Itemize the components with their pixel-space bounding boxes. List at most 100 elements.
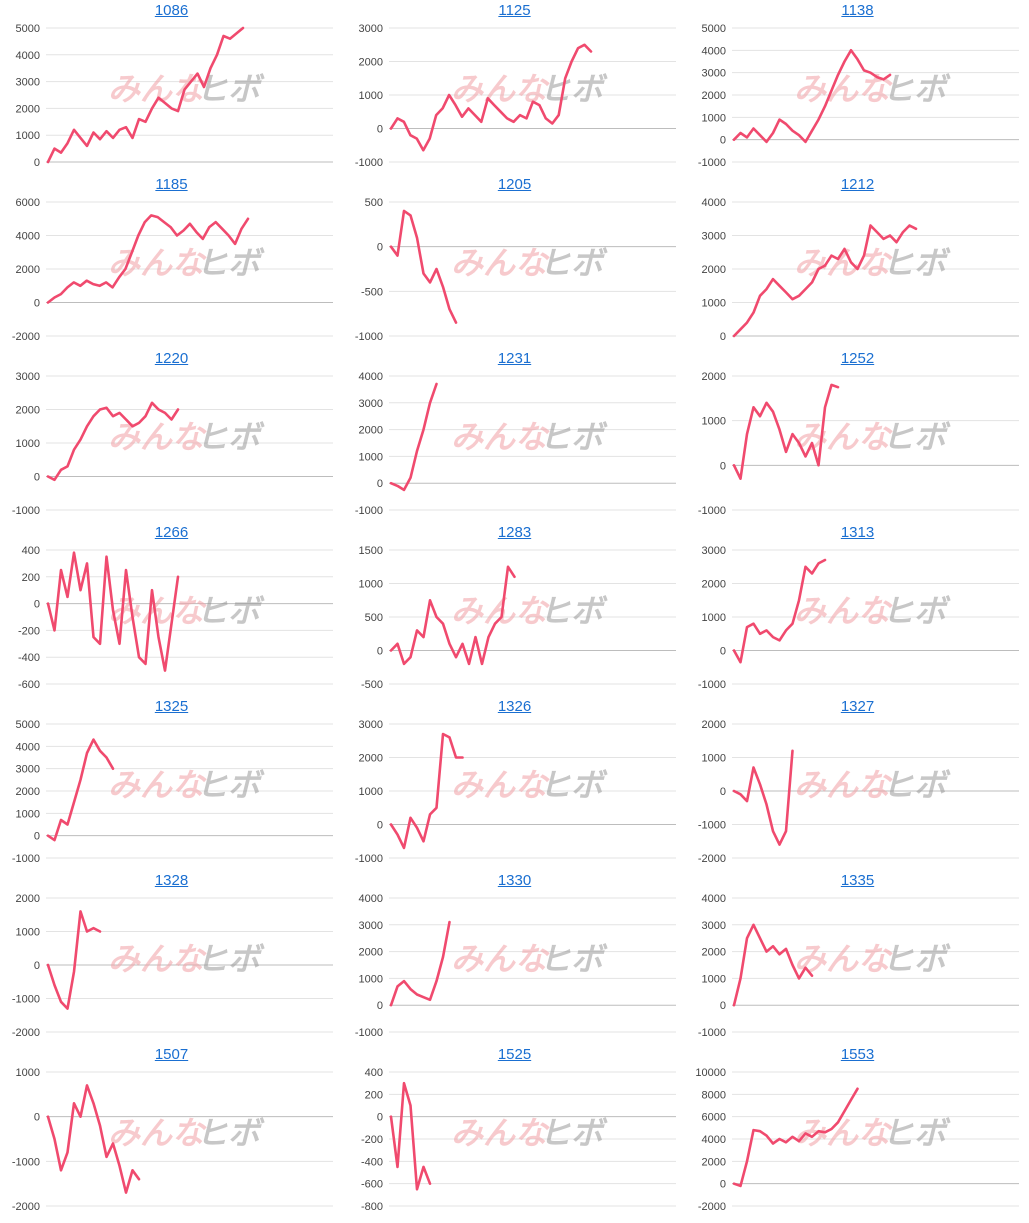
series-line <box>389 209 458 324</box>
chart-title-link[interactable]: 1220 <box>154 350 189 367</box>
y-tick-label: 0 <box>377 478 383 490</box>
y-tick-label: 1000 <box>16 927 40 939</box>
chart-title-link[interactable]: 1185 <box>155 176 188 193</box>
y-tick-label: 1000 <box>359 451 383 463</box>
y-tick-label: 2000 <box>359 753 383 765</box>
series-line <box>389 565 516 666</box>
y-tick-label: -1000 <box>12 853 40 865</box>
chart-panel: -800 -600 -400 -200 0 200 400 みんな ヒボ 1525 <box>343 1044 686 1218</box>
y-tick-label: -1000 <box>355 505 383 517</box>
y-tick-label: -500 <box>361 286 383 298</box>
chart-title-link[interactable]: 1507 <box>154 1046 189 1063</box>
y-tick-label: 4000 <box>702 197 726 209</box>
chart-title-link[interactable]: 1326 <box>497 698 532 715</box>
chart-panel: -1000 -500 0 500 みんな ヒボ 1205 <box>343 174 686 348</box>
y-tick-label: 400 <box>22 545 40 557</box>
chart-title-link[interactable]: 1086 <box>154 2 189 19</box>
y-tick-label: 1000 <box>16 130 40 142</box>
watermark-part1: みんな <box>451 592 550 630</box>
y-tick-label: 4000 <box>16 50 40 62</box>
chart-title-link[interactable]: 1283 <box>497 524 532 541</box>
y-tick-label: 2000 <box>359 947 383 959</box>
chart-title-link[interactable]: 1266 <box>154 524 189 541</box>
chart-title-link[interactable]: 1313 <box>840 524 875 541</box>
chart-title-link[interactable]: 1553 <box>840 1046 875 1063</box>
chart-panel: -1000 0 1000 2000 3000 みんな ヒボ 1326 <box>343 696 686 870</box>
watermark-part2: ヒボ <box>539 1114 608 1152</box>
y-tick-label: 1000 <box>702 112 726 124</box>
y-tick-label: -1000 <box>355 157 383 169</box>
watermark-part2: ヒボ <box>539 418 608 456</box>
y-tick-label: 1000 <box>16 808 40 820</box>
watermark-part2: ヒボ <box>882 766 951 804</box>
y-tick-label: 3000 <box>702 545 726 557</box>
chart-panel: -1000 0 1000 2000 3000 みんな ヒボ 1125 <box>343 0 686 174</box>
y-tick-label: -1000 <box>698 1027 726 1039</box>
watermark-part1: みんな <box>108 766 207 804</box>
y-tick-label: -2000 <box>698 1201 726 1213</box>
series-line <box>46 738 115 842</box>
y-tick-label: 3000 <box>16 371 40 383</box>
chart-title-link[interactable]: 1335 <box>840 872 875 889</box>
y-tick-label: 4000 <box>16 741 40 753</box>
y-tick-label: 0 <box>34 1112 40 1124</box>
y-tick-label: 8000 <box>702 1089 726 1101</box>
watermark-part2: ヒボ <box>196 418 265 456</box>
chart-title-link[interactable]: 1328 <box>154 872 189 889</box>
y-tick-label: 5000 <box>702 23 726 35</box>
y-tick-label: -1000 <box>698 157 726 169</box>
chart-title-link[interactable]: 1252 <box>840 350 875 367</box>
watermark-part2: ヒボ <box>196 766 265 804</box>
chart-title-link[interactable]: 1330 <box>497 872 532 889</box>
y-tick-label: 4000 <box>16 231 40 243</box>
y-tick-label: -500 <box>361 679 383 691</box>
y-tick-label: 1000 <box>702 416 726 428</box>
chart-title-link[interactable]: 1231 <box>497 350 532 367</box>
watermark-part1: みんな <box>451 244 550 282</box>
y-tick-label: -400 <box>18 652 40 664</box>
watermark-part1: みんな <box>794 940 893 978</box>
y-tick-label: 4000 <box>702 893 726 905</box>
chart-title-link[interactable]: 1205 <box>497 176 532 193</box>
series-line <box>732 923 814 1007</box>
watermark-part2: ヒボ <box>539 940 608 978</box>
y-tick-label: 2000 <box>16 405 40 417</box>
y-tick-label: 2000 <box>16 264 40 276</box>
y-tick-label: 3000 <box>359 398 383 410</box>
chart-title-link[interactable]: 1327 <box>840 698 875 715</box>
chart-title-link[interactable]: 1212 <box>840 176 875 193</box>
y-tick-label: 0 <box>377 124 383 136</box>
chart-title-link[interactable]: 1138 <box>841 2 874 19</box>
chart-title-link[interactable]: 1525 <box>497 1046 532 1063</box>
chart-title-link[interactable]: 1325 <box>154 698 189 715</box>
y-tick-label: -1000 <box>355 331 383 343</box>
y-tick-label: 1500 <box>359 545 383 557</box>
y-tick-label: 0 <box>720 1179 726 1191</box>
y-tick-label: 2000 <box>702 719 726 731</box>
y-tick-label: 0 <box>377 1112 383 1124</box>
y-tick-label: 6000 <box>702 1112 726 1124</box>
watermark-part2: ヒボ <box>882 244 951 282</box>
y-tick-label: 3000 <box>702 231 726 243</box>
y-tick-label: 2000 <box>702 264 726 276</box>
y-tick-label: -800 <box>361 1201 383 1213</box>
watermark-part2: ヒボ <box>539 766 608 804</box>
series-line <box>732 558 827 664</box>
watermark-part1: みんな <box>108 1114 207 1152</box>
chart-title-link[interactable]: 1125 <box>498 2 531 19</box>
y-tick-label: -2000 <box>12 331 40 343</box>
chart-panel: -2000 -1000 0 1000 2000 みんな ヒボ 1327 <box>686 696 1029 870</box>
